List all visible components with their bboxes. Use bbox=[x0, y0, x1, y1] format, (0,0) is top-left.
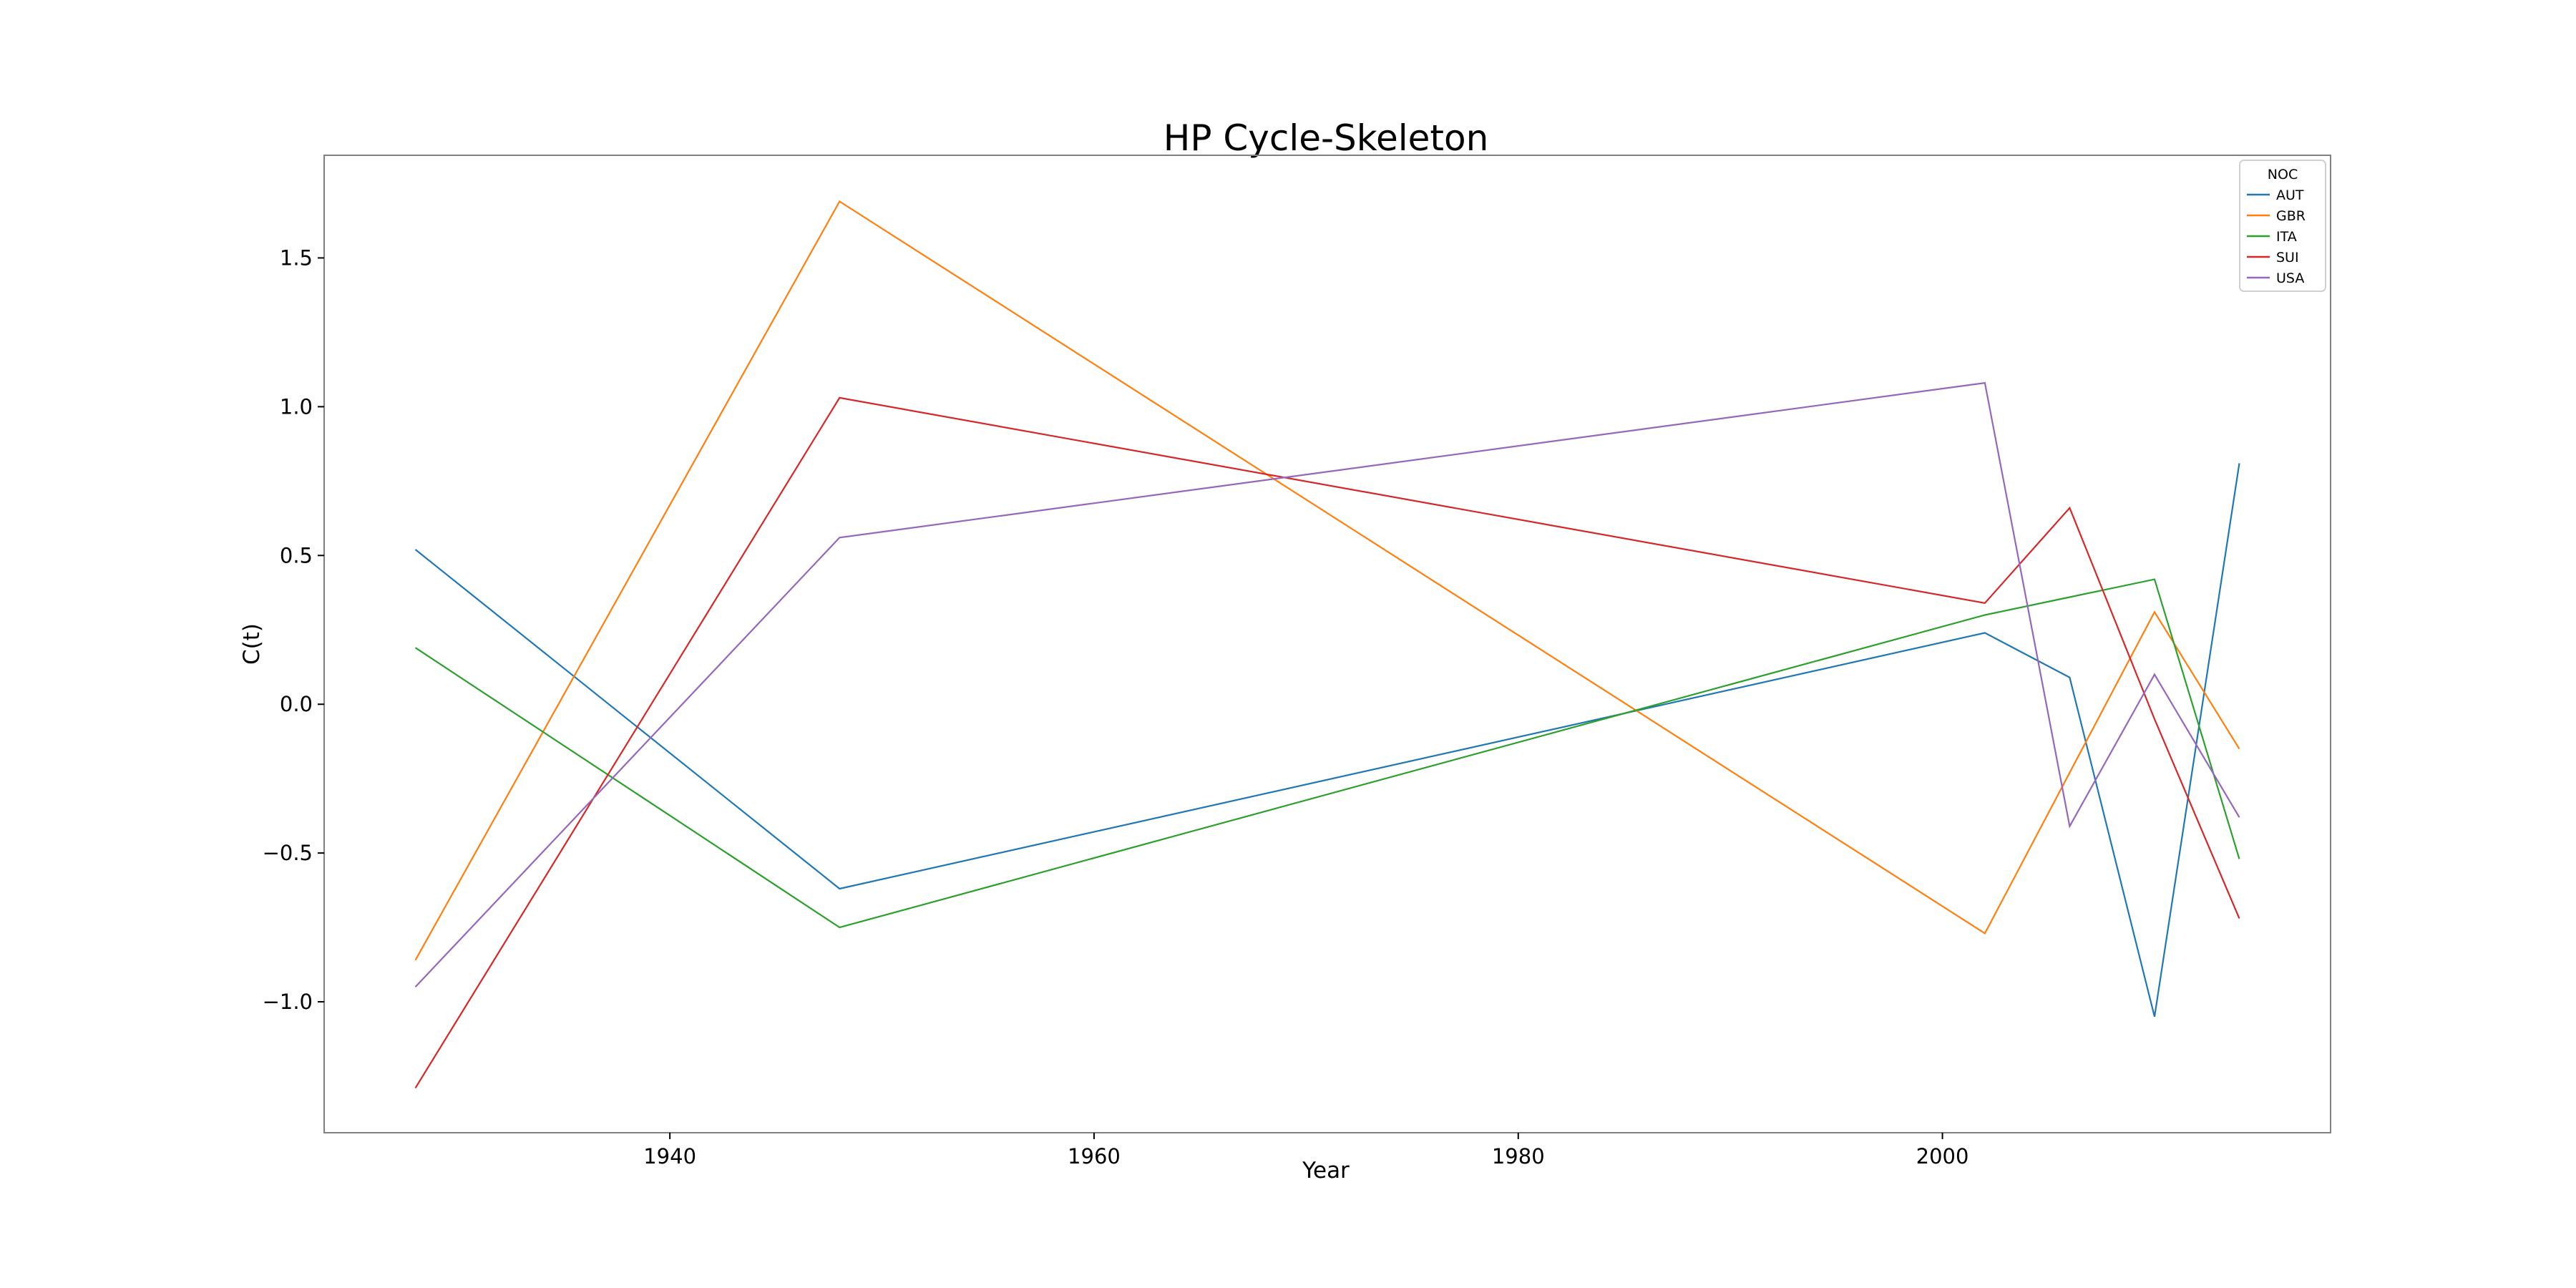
series-line-ita bbox=[414, 578, 2240, 929]
plot-frame bbox=[323, 155, 2331, 1133]
legend-label-gbr: GBR bbox=[2276, 208, 2306, 224]
series-line-aut bbox=[414, 463, 2240, 1018]
legend: NOC AUT GBR ITA SUI USA bbox=[2239, 160, 2326, 292]
x-tick-label: 2000 bbox=[1916, 1144, 1969, 1169]
y-tick-label: 0.5 bbox=[280, 543, 313, 567]
y-axis: −1.0 −0.5 0.0 0.5 1.0 1.5 bbox=[263, 245, 324, 1014]
series-line-usa bbox=[414, 381, 2240, 987]
legend-label-sui: SUI bbox=[2276, 250, 2299, 265]
y-axis-label: C(t) bbox=[239, 623, 265, 665]
series-line-sui bbox=[414, 396, 2240, 1089]
legend-entries: AUT GBR ITA SUI USA bbox=[2247, 187, 2306, 286]
legend-title: NOC bbox=[2268, 167, 2298, 182]
plot-area bbox=[414, 200, 2240, 1089]
y-tick-label: 0.0 bbox=[280, 692, 313, 716]
series-line-gbr bbox=[414, 200, 2240, 961]
x-tick-label: 1980 bbox=[1492, 1144, 1545, 1169]
y-tick-label: −0.5 bbox=[263, 841, 313, 865]
y-tick-label: 1.0 bbox=[280, 394, 313, 419]
legend-label-usa: USA bbox=[2276, 270, 2304, 286]
x-tick-label: 1940 bbox=[643, 1144, 696, 1169]
x-tick-label: 1960 bbox=[1068, 1144, 1121, 1169]
y-tick-label: −1.0 bbox=[263, 990, 313, 1014]
chart-title: HP Cycle-Skeleton bbox=[1163, 117, 1489, 159]
y-tick-label: 1.5 bbox=[280, 245, 313, 270]
legend-frame bbox=[2239, 160, 2326, 292]
x-axis-label: Year bbox=[1302, 1158, 1350, 1184]
x-axis: 1940 1960 1980 2000 bbox=[643, 1133, 1968, 1169]
legend-label-ita: ITA bbox=[2276, 229, 2297, 245]
legend-label-aut: AUT bbox=[2276, 187, 2304, 203]
